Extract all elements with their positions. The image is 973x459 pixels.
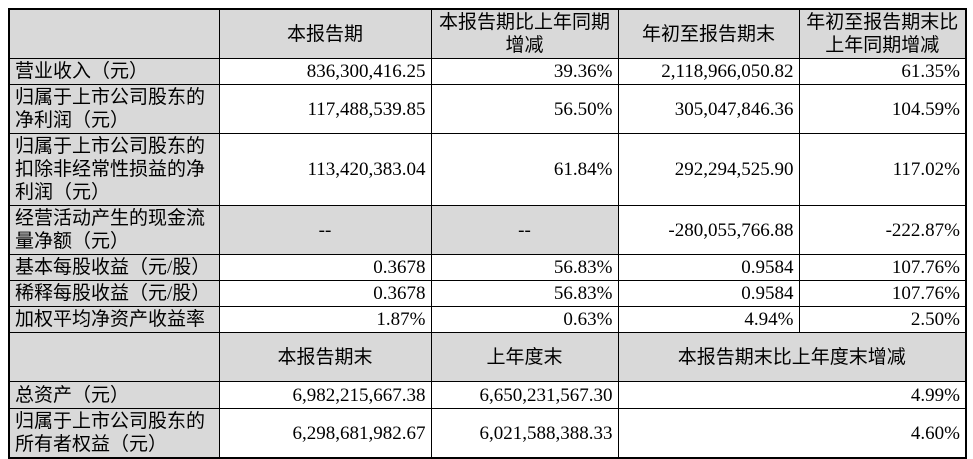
- header-corner-cell: [8, 332, 220, 382]
- header-current-vs-prior: 本报告期比上年同期增减: [430, 8, 619, 59]
- cell-ytd: 4.94%: [617, 306, 800, 333]
- header-period-end: 本报告期末: [218, 332, 432, 382]
- header-row-2: 本报告期末 上年度末 本报告期末比上年度末增减: [8, 332, 967, 382]
- cell-current: 0.3678: [218, 280, 432, 307]
- cell-current: --: [218, 205, 432, 255]
- table-row-net-profit: 归属于上市公司股东的净利润（元） 117,488,539.85 56.50% 3…: [8, 84, 967, 134]
- row-label: 归属于上市公司股东的所有者权益（元）: [8, 408, 220, 459]
- row-label: 经营活动产生的现金流量净额（元）: [8, 205, 220, 255]
- cell-change: 4.60%: [617, 408, 967, 459]
- cell-ytd: -280,055,766.88: [617, 205, 800, 255]
- row-label: 加权平均净资产收益率: [8, 306, 220, 333]
- financial-summary-table: 本报告期 本报告期比上年同期增减 年初至报告期末 年初至报告期末比上年同期增减 …: [8, 8, 967, 459]
- cell-current-change: 56.83%: [430, 254, 619, 281]
- cell-ytd-change: 2.50%: [798, 306, 967, 333]
- cell-current-change: 39.36%: [430, 58, 619, 85]
- table-row-basic-eps: 基本每股收益（元/股） 0.3678 56.83% 0.9584 107.76%: [8, 254, 967, 281]
- cell-ytd-change: 117.02%: [798, 133, 967, 206]
- cell-change: 4.99%: [617, 381, 967, 409]
- cell-prior-year-end: 6,650,231,567.30: [430, 381, 619, 409]
- table-row-diluted-eps: 稀释每股收益（元/股） 0.3678 56.83% 0.9584 107.76%: [8, 280, 967, 307]
- header-current-period: 本报告期: [218, 8, 432, 59]
- table-row-net-profit-excl-nonrecurring: 归属于上市公司股东的扣除非经常性损益的净利润（元） 113,420,383.04…: [8, 133, 967, 206]
- cell-period-end: 6,298,681,982.67: [218, 408, 432, 459]
- cell-current: 836,300,416.25: [218, 58, 432, 85]
- cell-ytd: 292,294,525.90: [617, 133, 800, 206]
- cell-current: 1.87%: [218, 306, 432, 333]
- header-row-1: 本报告期 本报告期比上年同期增减 年初至报告期末 年初至报告期末比上年同期增减: [8, 8, 967, 59]
- cell-current-change: --: [430, 205, 619, 255]
- cell-ytd: 0.9584: [617, 280, 800, 307]
- cell-ytd-change: 61.35%: [798, 58, 967, 85]
- cell-ytd: 305,047,846.36: [617, 84, 800, 134]
- cell-current: 113,420,383.04: [218, 133, 432, 206]
- cell-ytd-change: 104.59%: [798, 84, 967, 134]
- cell-prior-year-end: 6,021,588,388.33: [430, 408, 619, 459]
- cell-ytd: 0.9584: [617, 254, 800, 281]
- cell-period-end: 6,982,215,667.38: [218, 381, 432, 409]
- header-corner-cell: [8, 8, 220, 59]
- cell-ytd-change: 107.76%: [798, 280, 967, 307]
- row-label: 归属于上市公司股东的净利润（元）: [8, 84, 220, 134]
- header-prior-year-end: 上年度末: [430, 332, 619, 382]
- cell-current-change: 56.83%: [430, 280, 619, 307]
- table-row-revenue: 营业收入（元） 836,300,416.25 39.36% 2,118,966,…: [8, 58, 967, 85]
- cell-ytd-change: 107.76%: [798, 254, 967, 281]
- cell-current: 117,488,539.85: [218, 84, 432, 134]
- table-row-owners-equity: 归属于上市公司股东的所有者权益（元） 6,298,681,982.67 6,02…: [8, 408, 967, 459]
- cell-current-change: 56.50%: [430, 84, 619, 134]
- table-row-weighted-avg-roe: 加权平均净资产收益率 1.87% 0.63% 4.94% 2.50%: [8, 306, 967, 333]
- cell-current: 0.3678: [218, 254, 432, 281]
- row-label: 基本每股收益（元/股）: [8, 254, 220, 281]
- header-period-end-vs-prior-year-end: 本报告期末比上年度末增减: [617, 332, 967, 382]
- header-ytd: 年初至报告期末: [617, 8, 800, 59]
- table-row-total-assets: 总资产（元） 6,982,215,667.38 6,650,231,567.30…: [8, 381, 967, 409]
- row-label: 归属于上市公司股东的扣除非经常性损益的净利润（元）: [8, 133, 220, 206]
- row-label: 总资产（元）: [8, 381, 220, 409]
- cell-ytd-change: -222.87%: [798, 205, 967, 255]
- cell-current-change: 61.84%: [430, 133, 619, 206]
- cell-ytd: 2,118,966,050.82: [617, 58, 800, 85]
- row-label: 稀释每股收益（元/股）: [8, 280, 220, 307]
- cell-current-change: 0.63%: [430, 306, 619, 333]
- table-row-operating-cash-flow: 经营活动产生的现金流量净额（元） -- -- -280,055,766.88 -…: [8, 205, 967, 255]
- row-label: 营业收入（元）: [8, 58, 220, 85]
- header-ytd-vs-prior: 年初至报告期末比上年同期增减: [798, 8, 967, 59]
